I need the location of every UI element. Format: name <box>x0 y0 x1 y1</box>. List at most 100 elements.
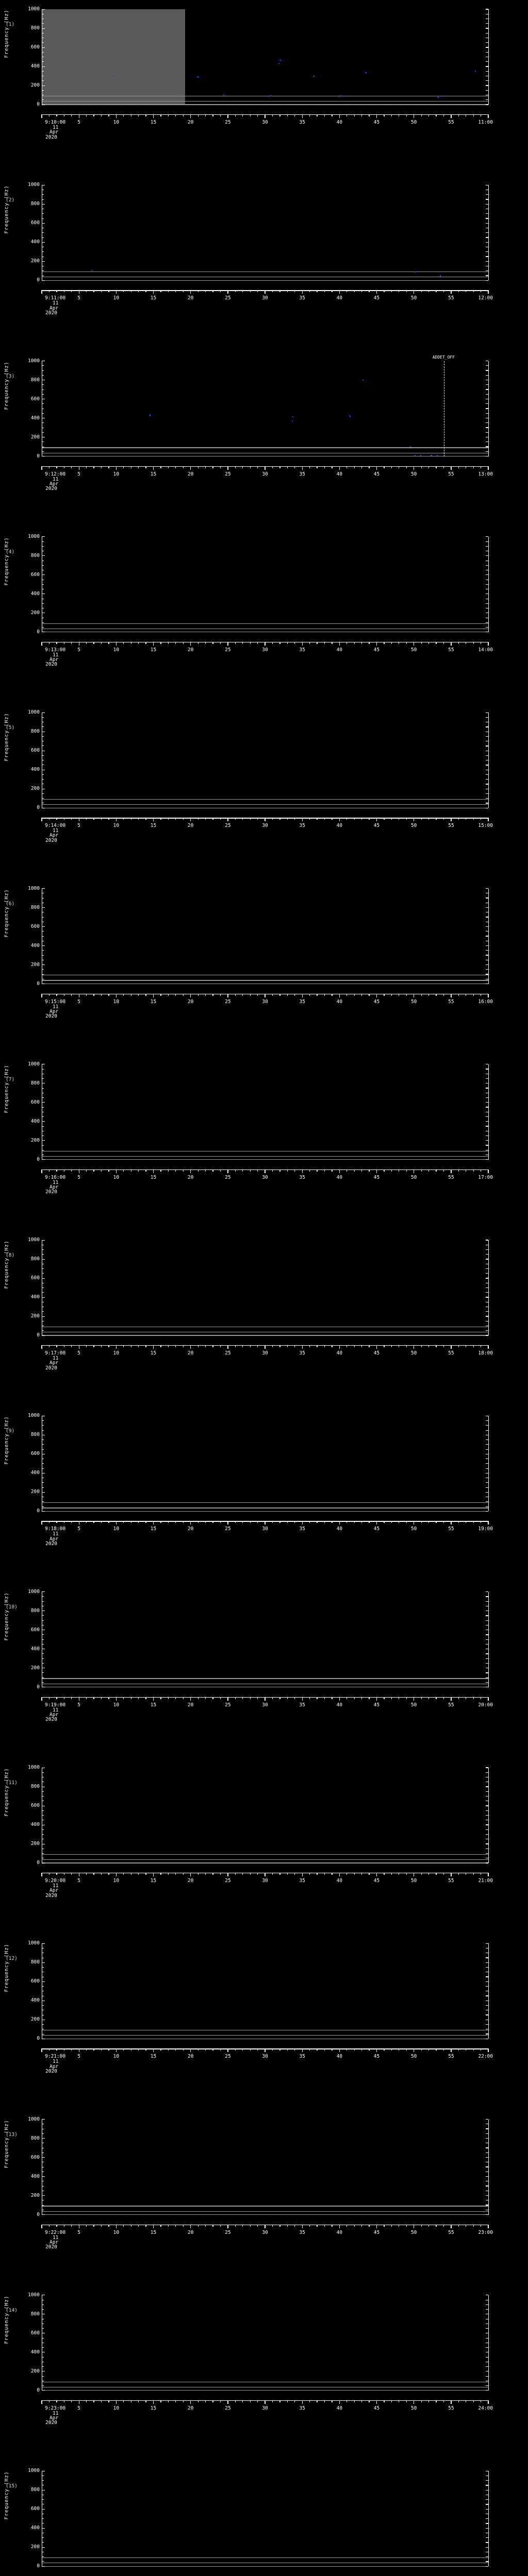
right-frame-tick <box>486 2561 488 2562</box>
spectrogram-panel: (4) Frequency (Hz) 0 200 400 600 800 1000 9:13:0… <box>0 528 528 703</box>
x-axis-minor-tick <box>168 1697 169 1699</box>
spectrogram-panel: (11) Frequency (Hz) 0 200 400 600 800 1000 9:20:… <box>0 1758 528 1934</box>
x-axis-minor-tick <box>257 1873 258 1875</box>
x-axis-minor-tick <box>250 1169 251 1172</box>
y-axis-tick <box>42 2566 45 2567</box>
x-axis-minor-tick <box>473 1169 474 1172</box>
x-axis-minor-tick <box>287 1697 288 1699</box>
x-axis-tick-label: 5 <box>77 1350 81 1357</box>
x-axis-minor-tick <box>294 2400 295 2402</box>
y-axis-tick-label: 1000 <box>28 2468 40 2474</box>
y-axis-label: Frequency (Hz) <box>4 2295 10 2344</box>
x-axis-tick-label: 25 <box>225 1878 231 1884</box>
x-axis-tick-label: 10 <box>113 647 120 653</box>
detection-point <box>362 379 364 381</box>
plot-area <box>42 2471 489 2567</box>
right-frame-tick <box>486 42 488 43</box>
x-axis-minor-tick <box>71 1345 72 1348</box>
x-axis-minor-tick <box>250 818 251 820</box>
x-axis-major-tick <box>302 466 303 470</box>
x-axis-minor-tick <box>205 641 206 644</box>
x-axis-tick-label: 25 <box>225 647 231 653</box>
x-axis-minor-tick <box>86 2400 87 2402</box>
x-axis-minor-tick <box>56 1169 57 1172</box>
x-axis-date-stack: 11 Apr 2020 <box>45 301 58 315</box>
x-axis-major-tick <box>302 1169 303 1173</box>
x-axis-minor-tick <box>361 1169 362 1172</box>
y-axis-minor-tick <box>42 1249 44 1250</box>
y-axis-tick-label: 0 <box>37 1156 40 1162</box>
x-axis-minor-tick <box>287 466 288 468</box>
y-axis-label: Frequency (Hz) <box>4 9 10 58</box>
x-axis-minor-tick <box>235 2048 236 2051</box>
y-axis-minor-tick <box>42 384 44 385</box>
y-axis-tick <box>42 555 45 556</box>
x-axis-minor-tick <box>205 818 206 820</box>
x-axis-major-tick <box>41 818 42 822</box>
x-axis-date-stack: 11 Apr 2020 <box>45 828 58 843</box>
right-frame-tick <box>486 2304 488 2305</box>
x-axis-minor-tick <box>406 1873 407 1875</box>
x-axis-minor-tick <box>183 114 184 116</box>
y-axis-tick <box>42 2509 45 2510</box>
x-axis-tick-label: 45 <box>373 1878 380 1884</box>
x-axis-minor-tick <box>235 1873 236 1875</box>
y-axis-tick-label: 0 <box>37 1508 40 1514</box>
y-axis-tick-label: 600 <box>30 220 40 226</box>
right-frame-tick <box>486 926 488 927</box>
x-axis-end-label: 23:00 <box>478 2229 493 2235</box>
x-axis-minor-tick <box>361 993 362 996</box>
x-axis-minor-tick <box>183 1697 184 1699</box>
x-axis-minor-tick <box>183 1169 184 1172</box>
x-axis-minor-tick <box>108 1697 109 1699</box>
x-axis-tick-label: 5 <box>77 471 81 477</box>
x-axis-minor-tick <box>175 466 176 468</box>
x-axis-minor-tick <box>145 290 146 293</box>
right-frame-tick <box>486 1981 488 1982</box>
plot-area <box>42 536 489 633</box>
y-axis-tick-label: 800 <box>30 1959 40 1965</box>
x-axis-tick-label: 45 <box>373 471 380 477</box>
x-axis-minor-tick <box>123 1873 124 1875</box>
y-axis-tick-label: 0 <box>37 980 40 987</box>
x-axis-minor-tick <box>197 2400 199 2402</box>
x-axis-tick-label: 50 <box>410 1174 417 1180</box>
x-axis-minor-tick <box>212 114 213 116</box>
x-axis-minor-tick <box>183 818 184 820</box>
x-axis-major-tick <box>116 2048 117 2053</box>
x-axis-minor-tick <box>473 114 474 116</box>
y-axis-tick-label: 200 <box>30 1137 40 1143</box>
detection-point <box>197 77 199 78</box>
y-axis-tick-label: 1000 <box>28 2292 40 2298</box>
x-axis-major-tick <box>41 466 42 470</box>
y-axis-tick <box>42 574 45 575</box>
x-axis-major-tick <box>153 290 154 294</box>
x-axis-minor-tick <box>458 290 459 293</box>
x-axis-minor-tick <box>205 1345 206 1348</box>
x-axis-tick-label: 5 <box>77 1702 81 1708</box>
x-axis-tick-label: 10 <box>113 471 120 477</box>
x-axis-major-tick <box>302 641 303 646</box>
x-axis-minor-tick <box>279 641 280 644</box>
y-axis-tick-label: 800 <box>30 1432 40 1438</box>
y-axis-minor-tick <box>42 1501 44 1502</box>
x-axis-minor-tick <box>391 1873 392 1875</box>
date-day: 11 <box>53 2059 59 2065</box>
x-axis-minor-tick <box>48 2048 50 2051</box>
x-axis-tick-label: 25 <box>225 2405 231 2411</box>
x-axis-tick-label: 50 <box>410 1350 417 1357</box>
x-axis-major-tick <box>116 1697 117 1701</box>
x-axis-major-tick <box>339 1169 340 1173</box>
x-axis-minor-tick <box>309 2048 310 2051</box>
y-axis-minor-tick <box>42 1601 44 1602</box>
date-year: 2020 <box>45 134 57 140</box>
x-axis-minor-tick <box>279 114 280 116</box>
x-axis-tick-label: 20 <box>187 1350 194 1357</box>
x-axis-minor-tick <box>346 1873 348 1875</box>
detection-point <box>197 76 199 78</box>
x-axis-major-tick <box>116 818 117 822</box>
right-frame-tick <box>486 104 488 105</box>
x-axis-tick-label: 5 <box>77 2405 81 2411</box>
spectrogram-panel: (1) Frequency (Hz) 0 200 400 600 800 1000 9:10:0… <box>0 0 528 176</box>
x-axis-major-tick <box>153 114 154 118</box>
